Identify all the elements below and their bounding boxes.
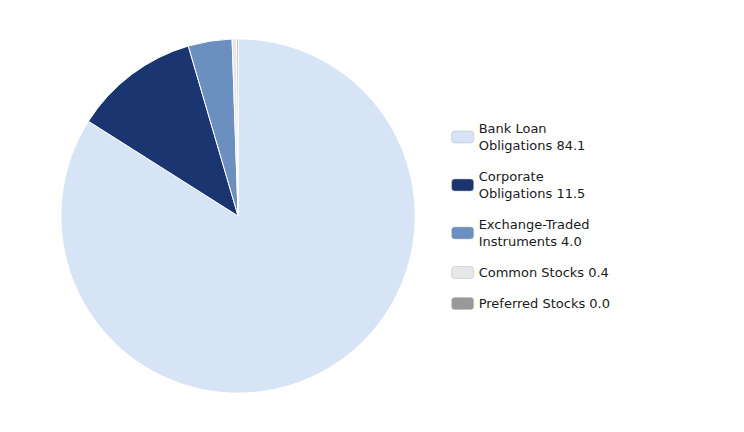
svg-text:Instruments 4.0: Instruments 4.0 — [479, 234, 582, 249]
svg-text:Preferred Stocks 0.0: Preferred Stocks 0.0 — [479, 296, 610, 311]
svg-text:Corporate: Corporate — [479, 169, 544, 184]
svg-text:Obligations 11.5: Obligations 11.5 — [479, 186, 586, 201]
svg-text:Obligations 84.1: Obligations 84.1 — [479, 138, 586, 153]
svg-text:Bank Loan: Bank Loan — [479, 121, 547, 136]
svg-text:Exchange-Traded: Exchange-Traded — [479, 217, 590, 232]
svg-text:Common Stocks 0.4: Common Stocks 0.4 — [479, 265, 609, 280]
